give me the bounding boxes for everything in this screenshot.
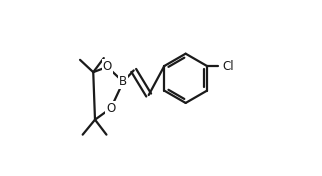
- Text: O: O: [103, 60, 112, 73]
- Text: O: O: [106, 102, 116, 115]
- Text: B: B: [119, 75, 127, 88]
- Text: Cl: Cl: [222, 59, 234, 73]
